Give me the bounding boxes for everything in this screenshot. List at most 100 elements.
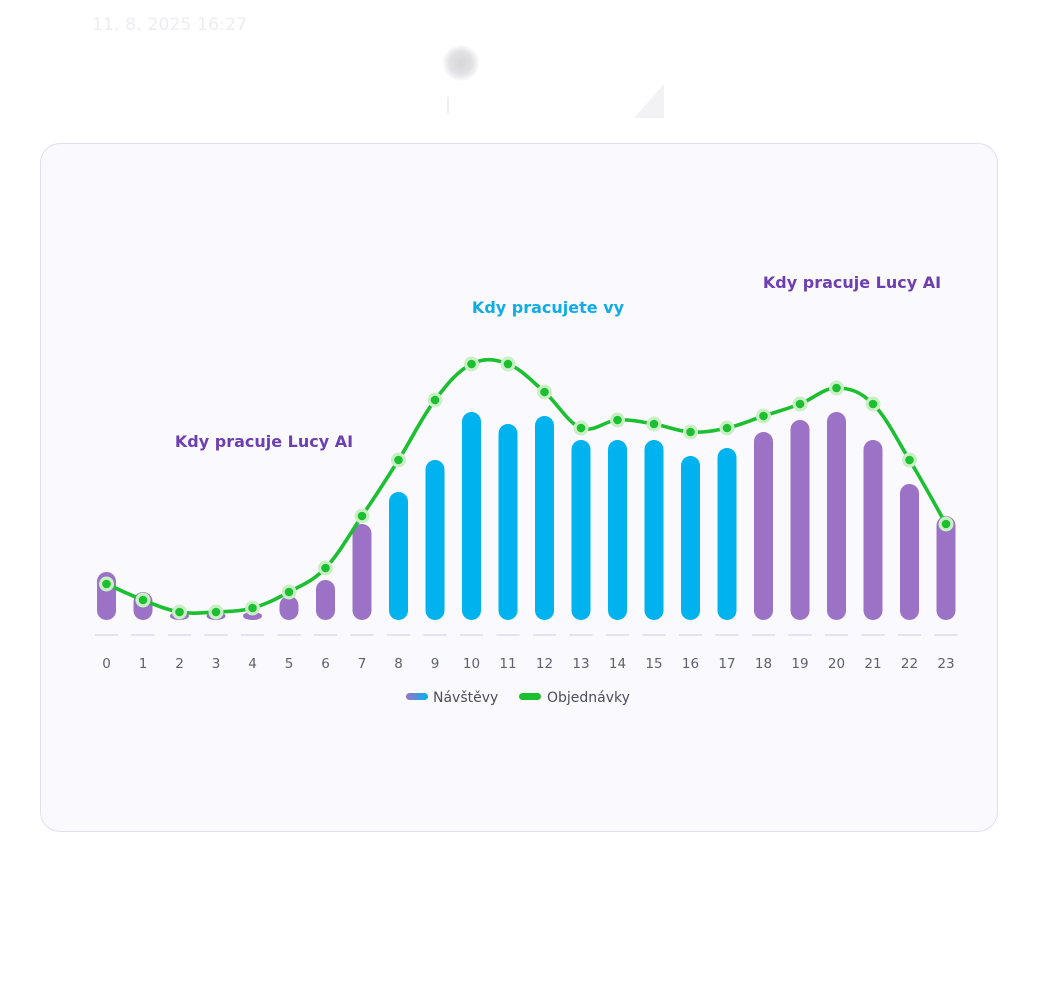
bar-hour-7[interactable] <box>352 524 372 620</box>
order-point-dot <box>941 519 951 529</box>
x-tick-label: 18 <box>755 656 772 672</box>
order-point-hour-20[interactable] <box>829 380 844 396</box>
order-point-dot <box>394 455 403 465</box>
order-point-hour-8[interactable] <box>391 452 406 468</box>
x-tick-label: 6 <box>321 656 330 672</box>
order-point-dot <box>102 579 111 589</box>
x-tick-label: 13 <box>572 656 589 672</box>
x-axis-tick-labels: 0 1 2 3 4 5 6 7 8 9 10 11 12 13 14 15 16 17 18 19 20 21 22 23 <box>102 656 954 672</box>
x-tick-label: 3 <box>212 656 221 672</box>
bar-hour-20[interactable] <box>827 412 846 620</box>
order-point-hour-0[interactable] <box>99 576 114 592</box>
x-tick-label: 15 <box>645 656 662 672</box>
x-tick-label: 8 <box>394 656 403 672</box>
order-point-dot <box>795 399 805 409</box>
order-point-hour-22[interactable] <box>902 452 917 468</box>
bar-hour-8[interactable] <box>389 492 408 620</box>
order-point-hour-21[interactable] <box>865 396 881 412</box>
x-tick-label: 20 <box>828 656 845 672</box>
chart-legend[interactable]: Návštěvy Objednávky <box>406 690 630 706</box>
legend-item-orders[interactable]: Objednávky <box>519 690 630 706</box>
order-point-hour-9[interactable] <box>427 392 443 408</box>
legend-label-visits: Návštěvy <box>433 690 498 706</box>
x-tick-label: 5 <box>285 656 294 672</box>
order-point-hour-4[interactable] <box>245 600 260 616</box>
legend-item-visits[interactable]: Návštěvy <box>406 690 498 706</box>
x-tick-label: 16 <box>682 656 699 672</box>
x-tick-label: 17 <box>718 656 735 672</box>
x-tick-label: 10 <box>463 656 480 672</box>
bar-hour-15[interactable] <box>644 440 664 620</box>
zone-annotation-label: Kdy pracuje Lucy AI <box>175 432 353 451</box>
bar-hour-14[interactable] <box>608 440 627 620</box>
x-tick-label: 22 <box>901 656 918 672</box>
order-point-hour-6[interactable] <box>318 560 333 576</box>
order-point-dot <box>540 387 549 397</box>
bar-hour-16[interactable] <box>681 456 700 620</box>
order-point-hour-7[interactable] <box>354 508 370 524</box>
x-tick-label: 0 <box>102 656 111 672</box>
x-tick-label: 11 <box>499 656 516 672</box>
order-point-hour-15[interactable] <box>646 416 662 432</box>
bar-hour-5[interactable] <box>279 596 299 620</box>
order-point-hour-2[interactable] <box>172 604 187 620</box>
blurred-mark <box>447 97 449 113</box>
order-point-hour-18[interactable] <box>756 408 771 424</box>
x-tick-label: 21 <box>864 656 881 672</box>
x-tick-label: 19 <box>791 656 808 672</box>
bar-hour-4[interactable] <box>243 612 262 620</box>
order-point-dot <box>248 603 257 613</box>
bar-hour-10[interactable] <box>462 412 481 620</box>
bar-hour-18[interactable] <box>754 432 773 620</box>
order-point-hour-3[interactable] <box>208 604 224 620</box>
order-point-hour-10[interactable] <box>464 356 479 372</box>
bar-hour-23[interactable] <box>936 516 956 620</box>
order-point-hour-17[interactable] <box>719 420 735 436</box>
order-point-dot <box>759 411 768 421</box>
order-point-hour-19[interactable] <box>792 396 808 412</box>
bar-hour-21[interactable] <box>863 440 883 620</box>
order-point-hour-16[interactable] <box>683 424 698 440</box>
order-point-hour-13[interactable] <box>573 420 589 436</box>
order-point-dot <box>467 359 476 369</box>
order-point-dot <box>430 395 440 405</box>
bar-hour-22[interactable] <box>900 484 919 620</box>
x-tick-label: 1 <box>139 656 148 672</box>
x-tick-label: 4 <box>248 656 257 672</box>
bar-hour-19[interactable] <box>790 420 810 620</box>
order-point-dot <box>722 423 732 433</box>
x-tick-label: 2 <box>175 656 184 672</box>
order-point-dot <box>211 607 221 617</box>
order-point-dot <box>284 587 294 597</box>
bar-hour-11[interactable] <box>498 424 518 620</box>
blurred-avatar-icon <box>443 45 479 81</box>
order-point-dot <box>503 359 513 369</box>
x-tick-label: 9 <box>431 656 440 672</box>
bar-hour-6[interactable] <box>316 580 335 620</box>
zone-annotation-label: Kdy pracuje Lucy AI <box>763 273 941 292</box>
order-point-hour-1[interactable] <box>135 592 151 608</box>
bar-hour-17[interactable] <box>717 448 737 620</box>
order-point-hour-23[interactable] <box>938 516 954 532</box>
order-point-hour-12[interactable] <box>537 384 552 400</box>
order-point-dot <box>905 455 914 465</box>
order-point-hour-14[interactable] <box>610 412 625 428</box>
bar-hour-13[interactable] <box>571 440 591 620</box>
x-tick-label: 23 <box>937 656 954 672</box>
legend-swatch-visits <box>406 693 428 700</box>
order-point-dot <box>175 607 184 617</box>
order-point-dot <box>576 423 586 433</box>
orders-line-path <box>104 357 948 615</box>
order-point-hour-5[interactable] <box>281 584 297 600</box>
order-point-dot <box>613 415 622 425</box>
bar-hour-9[interactable] <box>425 460 445 620</box>
order-point-dot <box>357 511 367 521</box>
order-point-dot <box>868 399 878 409</box>
orders-markers <box>99 356 954 620</box>
order-point-hour-11[interactable] <box>500 356 516 372</box>
legend-label-orders: Objednávky <box>547 690 630 706</box>
bar-hour-12[interactable] <box>535 416 554 620</box>
x-tick-label: 12 <box>536 656 553 672</box>
